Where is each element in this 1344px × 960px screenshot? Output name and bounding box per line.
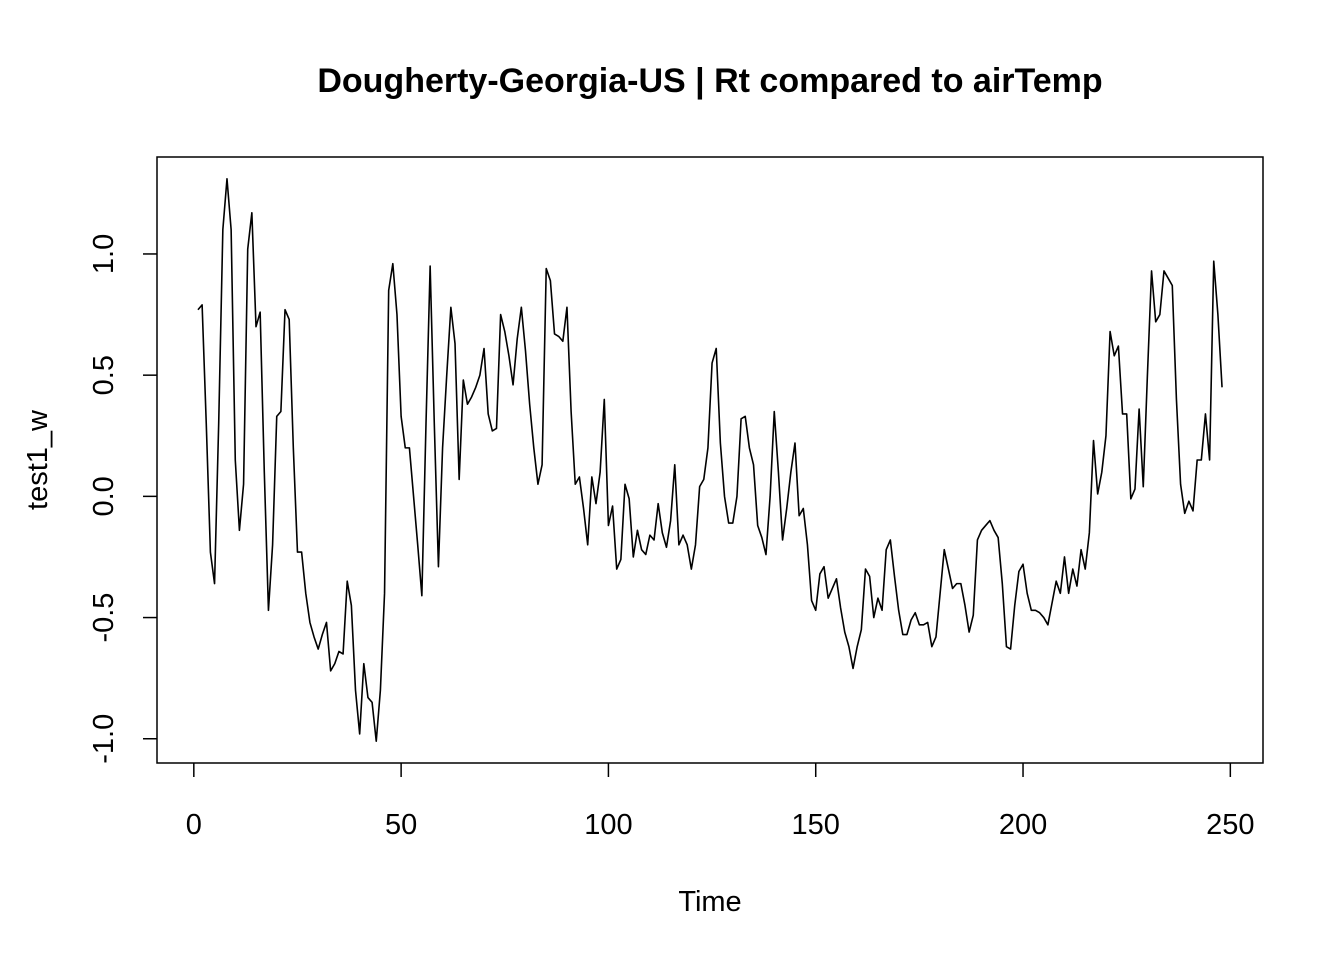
- series-line: [197, 178, 1223, 742]
- y-tick-label: -1.0: [88, 714, 120, 764]
- plot-box: [156, 156, 1264, 764]
- x-tick-label: 200: [999, 809, 1047, 841]
- y-tick-label: 0.0: [88, 476, 120, 516]
- chart-title: Dougherty-Georgia-US | Rt compared to ai…: [317, 62, 1102, 100]
- x-tick-label: 0: [186, 809, 202, 841]
- y-axis-label: test1_w: [22, 409, 54, 510]
- y-tick-label: -0.5: [88, 593, 120, 643]
- x-tick-label: 50: [385, 809, 417, 841]
- y-tick-label: 1.0: [88, 234, 120, 274]
- x-tick-label: 250: [1206, 809, 1254, 841]
- x-axis-label: Time: [678, 886, 741, 918]
- x-tick-label: 100: [584, 809, 632, 841]
- x-tick-label: 150: [792, 809, 840, 841]
- y-tick-label: 0.5: [88, 355, 120, 395]
